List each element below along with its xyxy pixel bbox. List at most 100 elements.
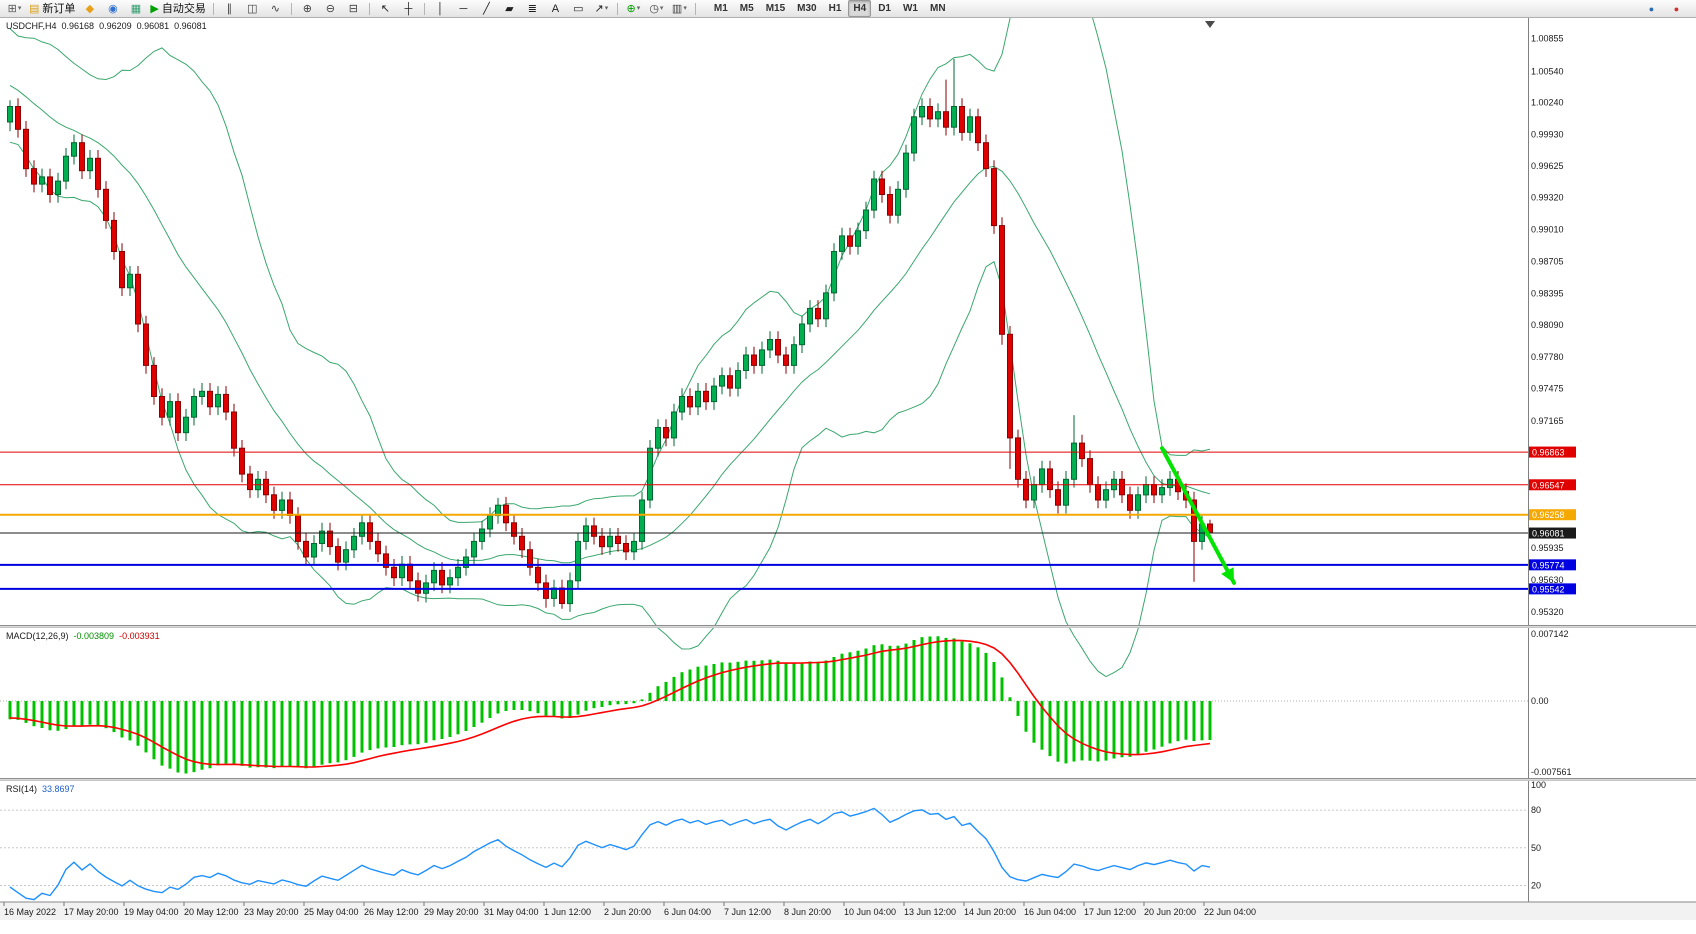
trendline-icon: ╱ bbox=[483, 2, 490, 15]
zoom-in-button[interactable]: ⊕ bbox=[297, 1, 318, 17]
candle-body bbox=[895, 188, 901, 216]
price-tag-label: 0.96081 bbox=[1532, 529, 1565, 539]
chart-scroll-icon[interactable]: ● bbox=[1648, 3, 1655, 14]
candle-body bbox=[279, 499, 285, 511]
ohlc-high: 0.96209 bbox=[99, 21, 132, 31]
time-axis-label: 17 Jun 12:00 bbox=[1084, 907, 1136, 917]
timeframe-m5-button[interactable]: M5 bbox=[739, 3, 754, 14]
candle-body bbox=[1095, 484, 1101, 501]
periods-icon: ◷ bbox=[649, 2, 659, 15]
candle-body bbox=[647, 447, 653, 501]
candle-body bbox=[543, 582, 549, 599]
new-chart-button[interactable]: ⊞ ▾ bbox=[4, 1, 25, 17]
indicators-button[interactable]: ⊕ ▾ bbox=[623, 1, 644, 17]
candle-body bbox=[223, 393, 229, 413]
macd-axis-label: -0.007561 bbox=[1531, 767, 1572, 777]
candle-body bbox=[839, 235, 845, 252]
autotrading-button[interactable]: ▶ 自动交易 bbox=[148, 1, 207, 17]
timeframe-m1-button[interactable]: M1 bbox=[713, 3, 728, 14]
timeframe-d1-button[interactable]: D1 bbox=[878, 3, 891, 14]
time-axis-label: 31 May 04:00 bbox=[484, 907, 539, 917]
candle-body bbox=[111, 219, 117, 252]
time-axis-label: 16 May 2022 bbox=[4, 907, 56, 917]
panel-splitter-macd[interactable] bbox=[0, 625, 1696, 628]
candle-body bbox=[919, 106, 925, 118]
sell-signal-arrow[interactable] bbox=[1160, 446, 1236, 585]
candle-body bbox=[639, 499, 645, 542]
price-axis-label: 0.99930 bbox=[1531, 129, 1564, 139]
horizontal-line-button[interactable]: ─ bbox=[453, 1, 474, 17]
dropdown-arrow-icon[interactable]: ▾ bbox=[659, 4, 664, 12]
fibonacci-button[interactable]: ≣ bbox=[522, 1, 543, 17]
tile-windows-button[interactable]: ⊟ bbox=[343, 1, 364, 17]
price-axis-label: 0.99010 bbox=[1531, 225, 1564, 235]
rsi-line bbox=[9, 807, 1211, 901]
cursor-button[interactable]: ↖ bbox=[375, 1, 396, 17]
favorites-icon[interactable]: ◆ bbox=[79, 1, 100, 17]
timeframe-w1-button[interactable]: W1 bbox=[902, 3, 918, 14]
text-button[interactable]: A bbox=[545, 1, 566, 17]
candle-body bbox=[159, 396, 165, 418]
market-watch-icon: ◉ bbox=[108, 2, 118, 15]
timeframe-h4-button[interactable]: H4 bbox=[848, 0, 872, 17]
cursor-icon: ↖ bbox=[380, 2, 390, 15]
chart-shift-marker[interactable] bbox=[1205, 21, 1215, 28]
dropdown-arrow-icon[interactable]: ▾ bbox=[636, 4, 641, 12]
timeframe-m15-button[interactable]: M15 bbox=[765, 3, 786, 14]
dropdown-arrow-icon[interactable]: ▾ bbox=[683, 4, 687, 12]
new-order-button[interactable]: ▤ 新订单 bbox=[27, 1, 77, 17]
line-chart-button[interactable]: ∿ bbox=[265, 1, 286, 17]
text-label-button[interactable]: ▭ bbox=[568, 1, 589, 17]
alert-icon[interactable]: ● bbox=[1673, 3, 1680, 14]
candle-body bbox=[271, 494, 277, 511]
trendline-button[interactable]: ╱ bbox=[476, 1, 497, 17]
ohlc-close: 0.96081 bbox=[174, 21, 207, 31]
dropdown-arrow-icon[interactable]: ▾ bbox=[17, 4, 22, 12]
price-tag-label: 0.95542 bbox=[1532, 584, 1565, 594]
candle-body bbox=[1119, 478, 1125, 496]
bar-chart-button[interactable]: ∥ bbox=[219, 1, 240, 17]
candle-body bbox=[599, 535, 605, 548]
timeframe-h1-button[interactable]: H1 bbox=[828, 3, 842, 14]
periods-button[interactable]: ◷ ▾ bbox=[646, 1, 667, 17]
candle-body bbox=[991, 168, 997, 227]
price-axis-label: 0.99625 bbox=[1531, 161, 1564, 171]
candle-body bbox=[399, 563, 405, 579]
candlestick-chart-icon: ◫ bbox=[247, 2, 258, 15]
arrows-button[interactable]: ↗ ▾ bbox=[591, 1, 612, 17]
dropdown-arrow-icon[interactable]: ▾ bbox=[604, 4, 609, 12]
channel-button[interactable]: ▰ bbox=[499, 1, 520, 17]
sell-signal-arrow-head bbox=[1221, 567, 1234, 583]
price-axis-label: 0.98395 bbox=[1531, 288, 1564, 298]
vertical-line-icon: │ bbox=[436, 2, 444, 15]
crosshair-button[interactable]: ┼ bbox=[398, 1, 419, 17]
price-tag bbox=[1529, 583, 1576, 595]
time-axis-background[interactable] bbox=[0, 902, 1696, 920]
rsi-axis-label: 80 bbox=[1531, 805, 1541, 815]
timeframe-m30-button[interactable]: M30 bbox=[797, 3, 817, 14]
candle-body bbox=[431, 569, 437, 584]
vertical-line-button[interactable]: │ bbox=[430, 1, 451, 17]
candle-body bbox=[31, 168, 37, 185]
templates-button[interactable]: ▥ ▾ bbox=[669, 1, 690, 17]
bollinger-upper-band bbox=[9, 0, 1211, 523]
candle-body bbox=[799, 323, 805, 346]
price-axis-label: 0.98705 bbox=[1531, 256, 1564, 266]
candle-body bbox=[775, 339, 781, 356]
candle-body bbox=[439, 569, 445, 586]
candle-body bbox=[847, 235, 853, 247]
panel-splitter-rsi[interactable] bbox=[0, 778, 1696, 781]
fibonacci-icon: ≣ bbox=[527, 2, 537, 15]
candle-body bbox=[879, 178, 885, 195]
timeframe-mn-button[interactable]: MN bbox=[929, 3, 946, 14]
time-axis-label: 19 May 04:00 bbox=[124, 907, 179, 917]
candlestick-chart-button[interactable]: ◫ bbox=[242, 1, 263, 17]
data-window-button[interactable]: ▦ bbox=[125, 1, 146, 17]
candle-body bbox=[951, 106, 957, 128]
autotrading-icon: ▶ bbox=[150, 2, 159, 15]
market-watch-button[interactable]: ◉ bbox=[102, 1, 123, 17]
candle-body bbox=[447, 577, 453, 586]
zoom-out-button[interactable]: ⊖ bbox=[320, 1, 341, 17]
candle-body bbox=[695, 390, 701, 408]
